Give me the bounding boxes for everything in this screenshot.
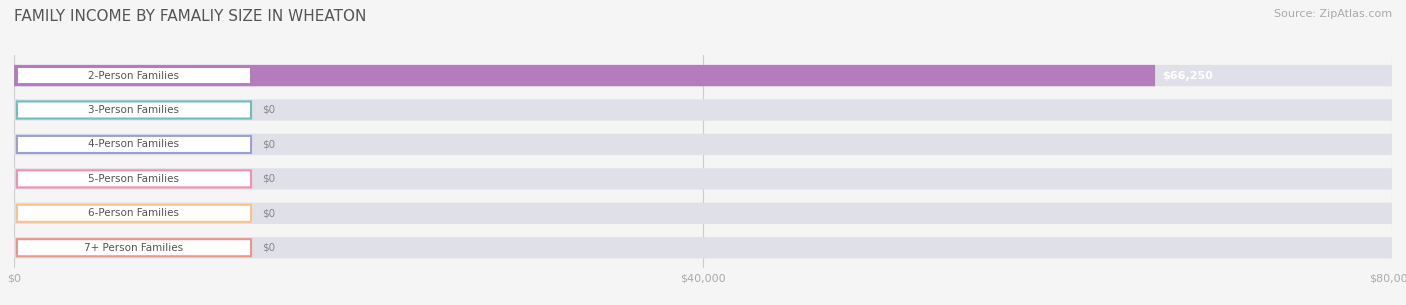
- FancyBboxPatch shape: [17, 205, 252, 222]
- Text: 6-Person Families: 6-Person Families: [89, 208, 180, 218]
- FancyBboxPatch shape: [17, 239, 252, 256]
- Text: 5-Person Families: 5-Person Families: [89, 174, 180, 184]
- Text: $0: $0: [262, 105, 276, 115]
- Text: $66,250: $66,250: [1161, 70, 1213, 81]
- Text: $0: $0: [262, 174, 276, 184]
- Text: Source: ZipAtlas.com: Source: ZipAtlas.com: [1274, 9, 1392, 19]
- Text: $0: $0: [262, 139, 276, 149]
- Text: $0: $0: [262, 243, 276, 253]
- FancyBboxPatch shape: [14, 65, 1156, 86]
- FancyBboxPatch shape: [17, 67, 252, 84]
- FancyBboxPatch shape: [17, 136, 252, 153]
- Text: $0: $0: [262, 208, 276, 218]
- FancyBboxPatch shape: [17, 170, 252, 187]
- FancyBboxPatch shape: [14, 237, 1392, 258]
- FancyBboxPatch shape: [14, 99, 1392, 121]
- Text: FAMILY INCOME BY FAMALIY SIZE IN WHEATON: FAMILY INCOME BY FAMALIY SIZE IN WHEATON: [14, 9, 367, 24]
- FancyBboxPatch shape: [14, 168, 1392, 189]
- FancyBboxPatch shape: [14, 134, 1392, 155]
- FancyBboxPatch shape: [14, 203, 1392, 224]
- FancyBboxPatch shape: [17, 102, 252, 119]
- Text: 7+ Person Families: 7+ Person Families: [84, 243, 184, 253]
- Text: 4-Person Families: 4-Person Families: [89, 139, 180, 149]
- FancyBboxPatch shape: [14, 65, 1392, 86]
- Text: 2-Person Families: 2-Person Families: [89, 70, 180, 81]
- Text: 3-Person Families: 3-Person Families: [89, 105, 180, 115]
